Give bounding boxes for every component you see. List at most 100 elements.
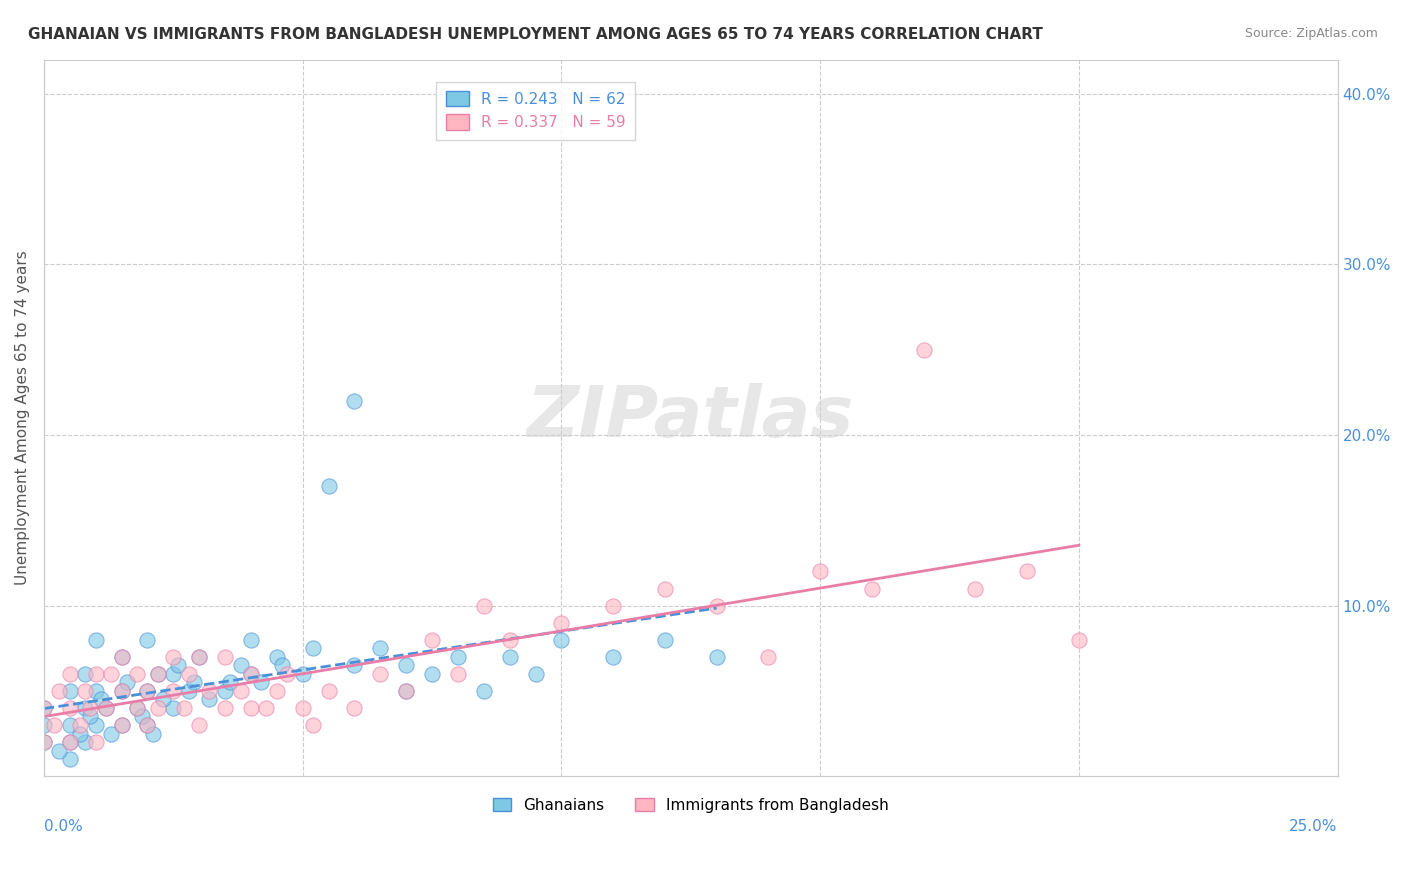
Point	[229, 684, 252, 698]
Point	[75, 735, 97, 749]
Point	[758, 649, 780, 664]
Point	[214, 649, 236, 664]
Point	[524, 666, 547, 681]
Legend: Ghanaians, Immigrants from Bangladesh: Ghanaians, Immigrants from Bangladesh	[486, 791, 894, 819]
Point	[32, 735, 55, 749]
Text: Source: ZipAtlas.com: Source: ZipAtlas.com	[1244, 27, 1378, 40]
Point	[110, 684, 132, 698]
Point	[110, 718, 132, 732]
Point	[69, 726, 91, 740]
Point	[368, 666, 391, 681]
Point	[162, 666, 184, 681]
Point	[32, 735, 55, 749]
Point	[602, 649, 624, 664]
Point	[706, 649, 728, 664]
Point	[266, 649, 288, 664]
Point	[32, 701, 55, 715]
Point	[110, 718, 132, 732]
Point	[214, 684, 236, 698]
Point	[125, 666, 148, 681]
Y-axis label: Unemployment Among Ages 65 to 74 years: Unemployment Among Ages 65 to 74 years	[15, 251, 30, 585]
Point	[472, 684, 495, 698]
Point	[343, 658, 366, 673]
Point	[229, 658, 252, 673]
Point	[808, 565, 831, 579]
Text: 25.0%: 25.0%	[1289, 819, 1337, 834]
Point	[136, 718, 159, 732]
Point	[142, 726, 165, 740]
Point	[162, 649, 184, 664]
Point	[447, 666, 470, 681]
Point	[188, 649, 211, 664]
Point	[420, 632, 443, 647]
Point	[75, 684, 97, 698]
Point	[115, 675, 138, 690]
Point	[447, 649, 470, 664]
Point	[79, 701, 101, 715]
Point	[152, 692, 174, 706]
Point	[188, 649, 211, 664]
Point	[239, 701, 262, 715]
Point	[110, 684, 132, 698]
Point	[266, 684, 288, 698]
Point	[69, 718, 91, 732]
Point	[318, 479, 340, 493]
Point	[291, 666, 314, 681]
Point	[654, 632, 676, 647]
Point	[48, 743, 70, 757]
Point	[177, 666, 200, 681]
Point	[239, 632, 262, 647]
Point	[110, 649, 132, 664]
Point	[219, 675, 242, 690]
Text: ZIPatlas: ZIPatlas	[527, 384, 855, 452]
Point	[239, 666, 262, 681]
Point	[59, 735, 82, 749]
Point	[254, 701, 277, 715]
Point	[125, 701, 148, 715]
Point	[100, 666, 122, 681]
Point	[395, 684, 418, 698]
Point	[1067, 632, 1090, 647]
Point	[550, 615, 572, 630]
Point	[146, 666, 169, 681]
Point	[395, 684, 418, 698]
Point	[173, 701, 195, 715]
Point	[965, 582, 987, 596]
Point	[84, 684, 107, 698]
Point	[48, 684, 70, 698]
Point	[177, 684, 200, 698]
Point	[343, 701, 366, 715]
Point	[276, 666, 298, 681]
Point	[250, 675, 273, 690]
Point	[136, 632, 159, 647]
Point	[59, 752, 82, 766]
Text: 0.0%: 0.0%	[44, 819, 83, 834]
Point	[32, 701, 55, 715]
Point	[79, 709, 101, 723]
Point	[44, 718, 66, 732]
Point	[84, 666, 107, 681]
Point	[125, 701, 148, 715]
Point	[318, 684, 340, 698]
Point	[550, 632, 572, 647]
Point	[188, 718, 211, 732]
Point	[146, 666, 169, 681]
Point	[498, 649, 520, 664]
Point	[291, 701, 314, 715]
Point	[84, 735, 107, 749]
Point	[131, 709, 153, 723]
Point	[654, 582, 676, 596]
Point	[59, 666, 82, 681]
Point	[90, 692, 112, 706]
Point	[214, 701, 236, 715]
Point	[472, 599, 495, 613]
Point	[271, 658, 294, 673]
Point	[59, 735, 82, 749]
Point	[198, 684, 221, 698]
Point	[84, 632, 107, 647]
Point	[602, 599, 624, 613]
Point	[239, 666, 262, 681]
Point	[198, 692, 221, 706]
Point	[183, 675, 205, 690]
Text: GHANAIAN VS IMMIGRANTS FROM BANGLADESH UNEMPLOYMENT AMONG AGES 65 TO 74 YEARS CO: GHANAIAN VS IMMIGRANTS FROM BANGLADESH U…	[28, 27, 1043, 42]
